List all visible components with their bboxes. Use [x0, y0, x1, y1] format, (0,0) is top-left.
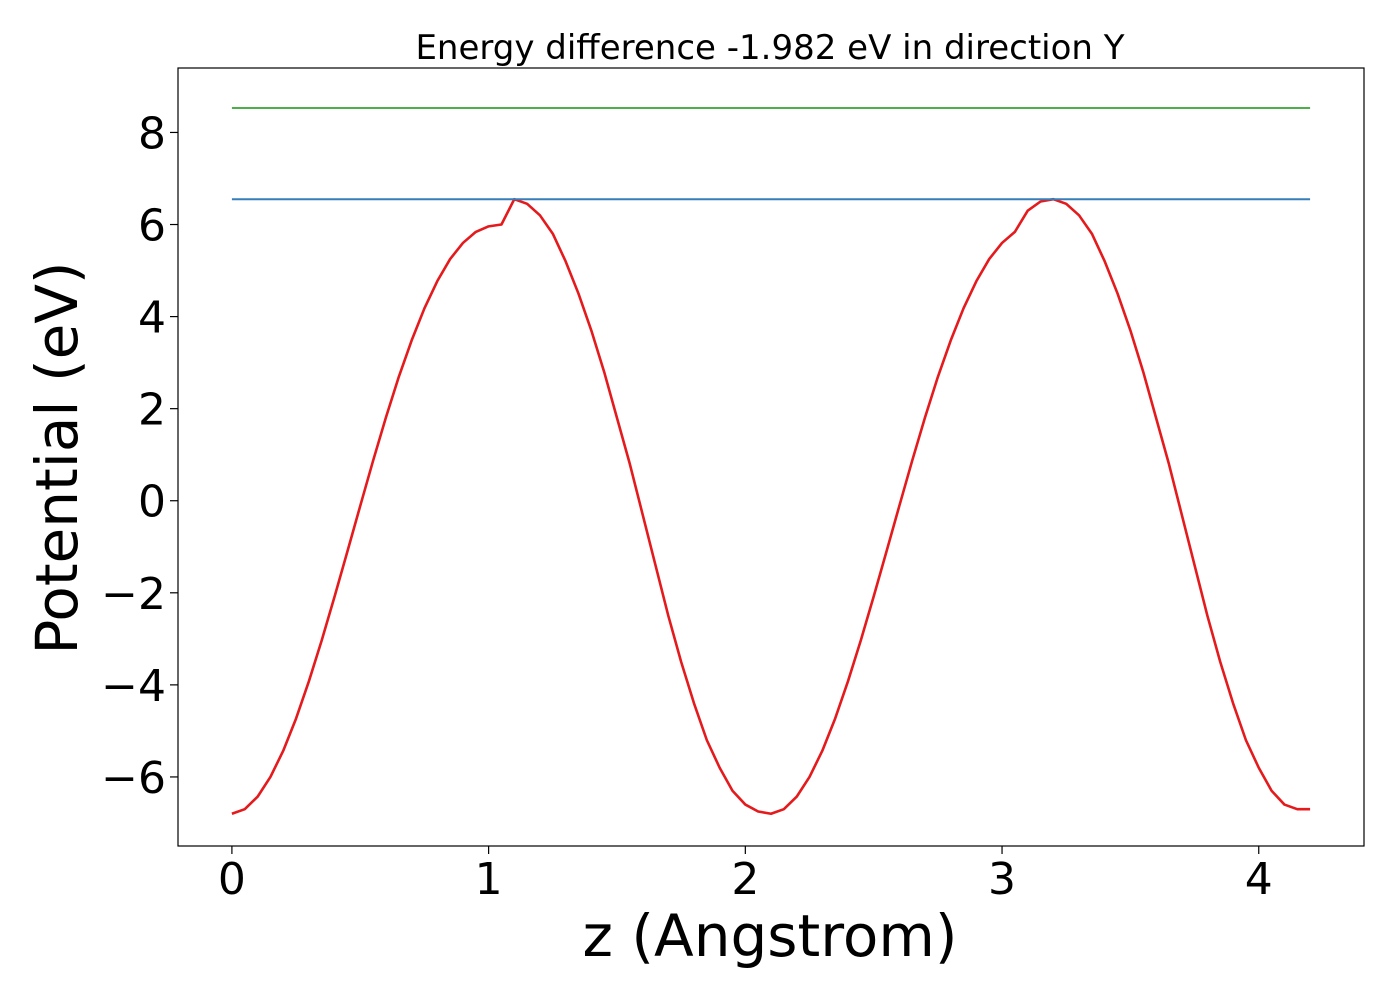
y-tick-label: 6	[138, 201, 166, 252]
y-tick-label: −6	[101, 753, 166, 804]
y-tick-label: −4	[101, 661, 166, 712]
x-axis-label: z (Angstrom)	[583, 902, 958, 970]
y-tick-label: 0	[138, 477, 166, 528]
plot-frame	[177, 67, 1365, 847]
x-tick-label: 4	[1245, 854, 1273, 905]
y-tick-label: 8	[138, 108, 166, 159]
x-tick-label: 0	[218, 854, 246, 905]
x-tick-label: 2	[731, 854, 759, 905]
x-tick-label: 3	[988, 854, 1016, 905]
y-tick-label: −2	[101, 569, 166, 620]
y-axis-label: Potential (eV)	[23, 261, 91, 654]
potential-curve-series	[231, 197, 1311, 816]
plot-area	[231, 107, 1311, 816]
x-tick-label: 1	[475, 854, 503, 905]
chart-title: Energy difference -1.982 eV in direction…	[415, 28, 1124, 68]
y-tick-label: 2	[138, 385, 166, 436]
y-axis-ticks: −6 −4 −2 0 2 4 6 8	[101, 108, 178, 804]
x-axis-ticks: 0 1 2 3 4	[218, 846, 1273, 905]
y-tick-label: 4	[138, 293, 166, 344]
